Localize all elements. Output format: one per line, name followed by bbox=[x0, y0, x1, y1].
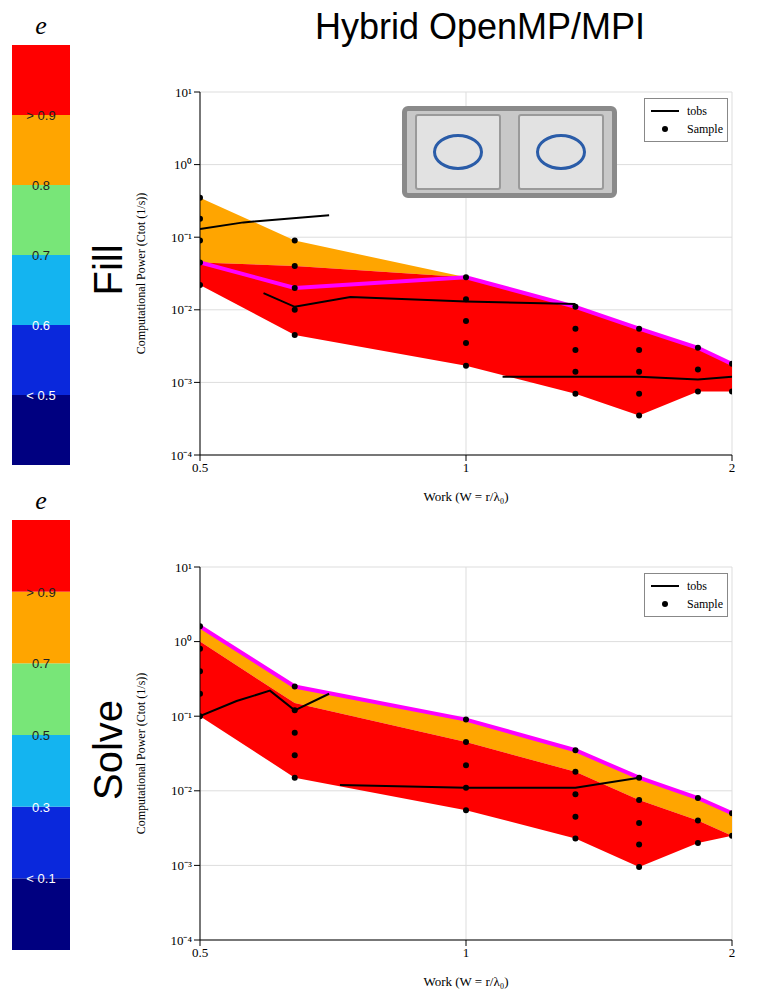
svg-text:Fill: Fill bbox=[86, 244, 130, 295]
svg-text:2: 2 bbox=[729, 460, 736, 475]
svg-text:0.6: 0.6 bbox=[32, 318, 50, 333]
html-text:Sample: Sample bbox=[687, 121, 723, 136]
svg-text:10⁻³: 10⁻³ bbox=[171, 375, 192, 390]
svg-text:0.8: 0.8 bbox=[32, 178, 50, 193]
svg-text:10¹: 10¹ bbox=[175, 560, 192, 575]
html-text:Sample: Sample bbox=[687, 596, 723, 611]
svg-text:0.5: 0.5 bbox=[32, 728, 50, 743]
svg-text:< 0.1: < 0.1 bbox=[26, 871, 55, 886]
svg-text:Solve: Solve bbox=[86, 700, 130, 800]
svg-text:10⁻⁴: 10⁻⁴ bbox=[170, 933, 192, 948]
svg-text:10⁻³: 10⁻³ bbox=[171, 858, 192, 873]
svg-text:1: 1 bbox=[463, 460, 470, 475]
svg-text:1: 1 bbox=[463, 945, 470, 960]
svg-text:0.3: 0.3 bbox=[32, 800, 50, 815]
svg-text:2: 2 bbox=[729, 945, 736, 960]
svg-text:e: e bbox=[35, 11, 47, 40]
svg-text:< 0.5: < 0.5 bbox=[26, 388, 55, 403]
html-text:tobs: tobs bbox=[687, 578, 707, 593]
svg-text:0.5: 0.5 bbox=[192, 460, 208, 475]
svg-text:0.7: 0.7 bbox=[32, 656, 50, 671]
html-text:Hybrid OpenMP/MPI: Hybrid OpenMP/MPI bbox=[314, 6, 645, 47]
svg-text:0.7: 0.7 bbox=[32, 248, 50, 263]
svg-text:Computational Power (Ctot (1/s: Computational Power (Ctot (1/s)) bbox=[135, 193, 148, 355]
svg-text:10⁰: 10⁰ bbox=[174, 157, 192, 172]
svg-text:10⁻¹: 10⁻¹ bbox=[171, 709, 192, 724]
svg-text:10⁻²: 10⁻² bbox=[171, 302, 192, 317]
svg-text:10⁻¹: 10⁻¹ bbox=[171, 230, 192, 245]
svg-text:10⁻²: 10⁻² bbox=[171, 783, 192, 798]
svg-text:> 0.9: > 0.9 bbox=[26, 108, 55, 123]
svg-text:e: e bbox=[35, 486, 47, 515]
html-text:tobs: tobs bbox=[687, 103, 707, 118]
svg-text:10¹: 10¹ bbox=[175, 85, 192, 100]
svg-text:Computational Power (Ctot (1/s: Computational Power (Ctot (1/s)) bbox=[135, 673, 148, 835]
svg-text:Work (W = r/λ₀): Work (W = r/λ₀) bbox=[423, 489, 508, 504]
svg-text:10⁻⁴: 10⁻⁴ bbox=[170, 448, 192, 463]
svg-text:0.5: 0.5 bbox=[192, 945, 208, 960]
svg-text:10⁰: 10⁰ bbox=[174, 634, 192, 649]
svg-text:Work (W = r/λ₀): Work (W = r/λ₀) bbox=[423, 974, 508, 989]
svg-text:> 0.9: > 0.9 bbox=[26, 585, 55, 600]
